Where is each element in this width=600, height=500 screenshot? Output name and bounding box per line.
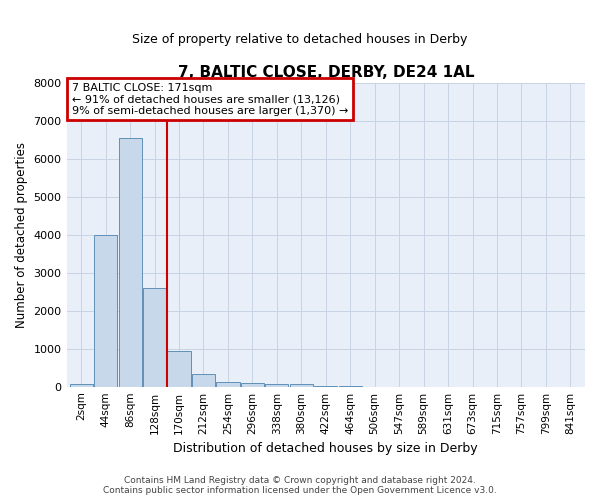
Bar	[241, 384, 264, 386]
Bar	[265, 384, 289, 386]
Text: 7 BALTIC CLOSE: 171sqm
← 91% of detached houses are smaller (13,126)
9% of semi-: 7 BALTIC CLOSE: 171sqm ← 91% of detached…	[72, 82, 348, 116]
Bar	[70, 384, 93, 386]
X-axis label: Distribution of detached houses by size in Derby: Distribution of detached houses by size …	[173, 442, 478, 455]
Bar	[143, 288, 166, 386]
Text: Contains HM Land Registry data © Crown copyright and database right 2024.
Contai: Contains HM Land Registry data © Crown c…	[103, 476, 497, 495]
Y-axis label: Number of detached properties: Number of detached properties	[15, 142, 28, 328]
Text: Size of property relative to detached houses in Derby: Size of property relative to detached ho…	[133, 32, 467, 46]
Bar	[119, 138, 142, 386]
Bar	[217, 382, 239, 386]
Bar	[192, 374, 215, 386]
Bar	[290, 384, 313, 386]
Bar	[94, 234, 117, 386]
Title: 7, BALTIC CLOSE, DERBY, DE24 1AL: 7, BALTIC CLOSE, DERBY, DE24 1AL	[178, 65, 474, 80]
Bar	[167, 350, 191, 386]
